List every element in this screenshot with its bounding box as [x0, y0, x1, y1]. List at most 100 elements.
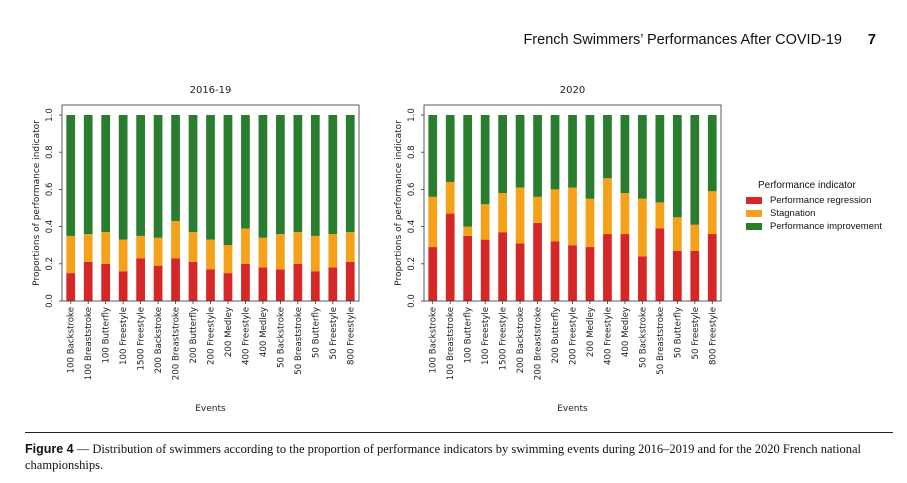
bar-segment — [258, 267, 268, 301]
bar-segment — [223, 115, 233, 246]
bar-segment — [620, 234, 630, 301]
bar-segment — [463, 235, 473, 301]
bar-segment — [445, 181, 455, 214]
bar-segment — [188, 115, 198, 233]
x-axis-label: Events — [195, 404, 226, 414]
legend-swatch-improvement — [746, 223, 762, 230]
bar-segment — [638, 198, 647, 257]
bar-segment — [707, 234, 717, 301]
x-tick-label: 800 Freestyle — [708, 307, 718, 365]
y-axis-label: Proportions of performance indicator — [394, 120, 404, 286]
running-title: French Swimmers’ Performances After COVI… — [523, 32, 842, 48]
x-tick-label: 200 Backstroke — [154, 307, 164, 373]
bar-segment — [276, 269, 285, 301]
bar-segment — [515, 243, 525, 301]
x-tick-label: 50 Backstroke — [276, 307, 286, 368]
x-tick-label: 50 Freestyle — [691, 307, 701, 360]
y-tick-label: 0.8 — [45, 145, 55, 159]
y-tick-label: 0.2 — [407, 257, 417, 271]
bar-segment — [101, 232, 111, 264]
caption-text: Distribution of swimmers according to th… — [25, 442, 861, 472]
bar-segment — [498, 232, 507, 301]
caption-label: Figure 4 — [25, 442, 74, 456]
bar-segment — [672, 250, 682, 301]
bar-segment — [480, 115, 490, 205]
bar-segment — [118, 239, 128, 272]
legend-swatch-regression — [746, 197, 762, 204]
bar-segment — [66, 235, 76, 274]
figure-charts: 2016-19 100 Backstroke 100 Breaststroke 100… — [32, 85, 722, 414]
bar-segment — [153, 265, 163, 301]
bar-segment — [655, 202, 665, 229]
bar-segment — [66, 273, 76, 301]
chart-title: 2016-19 — [190, 85, 232, 96]
bar-segment — [690, 224, 700, 251]
x-tick-label: 50 Backstroke — [638, 307, 648, 368]
bar-segment — [293, 115, 303, 233]
bar-segment — [533, 222, 542, 301]
x-tick-label: 200 Freestyle — [569, 307, 579, 365]
x-tick-label: 400 Freestyle — [241, 307, 251, 365]
legend-item-regression: Performance regression — [746, 194, 903, 207]
x-tick-label: 200 Medley — [224, 307, 234, 357]
x-tick-label: 1500 Freestyle — [499, 307, 509, 370]
bar-segment — [345, 232, 355, 262]
bar-segment — [603, 178, 612, 235]
plot-frame — [61, 104, 360, 302]
x-axis-label: Events — [557, 404, 588, 414]
bar-segment — [603, 234, 612, 301]
bar-segment — [515, 187, 525, 244]
x-tick-label: 100 Freestyle — [119, 307, 129, 365]
bar-segment — [655, 115, 665, 203]
x-tick-label: 100 Breaststroke — [446, 307, 456, 380]
x-tick-label: 50 Breaststroke — [656, 307, 666, 375]
x-tick-label: 50 Butterfly — [311, 307, 321, 358]
x-tick-label: 100 Breaststroke — [84, 307, 94, 380]
bar-segment — [620, 193, 630, 235]
y-tick-label: 0.0 — [45, 294, 55, 308]
bar-segment — [258, 115, 268, 238]
bar-segment — [345, 115, 355, 233]
y-tick-label: 0.6 — [407, 183, 417, 197]
bar-segment — [638, 256, 647, 301]
bar-segment — [550, 189, 560, 242]
x-tick-label: 1500 Freestyle — [137, 307, 147, 370]
y-tick-label: 0.8 — [407, 145, 417, 159]
bar-segment — [690, 250, 700, 301]
bar-segment — [690, 115, 700, 225]
x-tick-label: 200 Backstroke — [516, 307, 526, 373]
legend-label-improvement: Performance improvement — [770, 221, 882, 232]
bar-segment — [445, 115, 455, 182]
bar-segment — [328, 267, 338, 301]
bar-segment — [206, 269, 215, 301]
y-tick-label: 0.6 — [45, 183, 55, 197]
page-number: 7 — [867, 32, 876, 48]
bar-segment — [276, 234, 285, 270]
legend-swatch-stagnation — [746, 210, 762, 217]
bar-segment — [276, 115, 285, 235]
x-tick-label: 200 Breaststroke — [172, 307, 182, 380]
legend-title: Performance indicator — [758, 180, 856, 191]
bar-segment — [428, 196, 438, 248]
bar-segment — [585, 198, 595, 248]
x-tick-label: 200 Butterfly — [189, 307, 199, 364]
bar-segment — [445, 213, 455, 301]
bar-segment — [171, 221, 180, 259]
bar-segment — [310, 271, 320, 301]
legend-item-stagnation: Stagnation — [746, 207, 903, 220]
bar-segment — [550, 115, 560, 190]
bar-segment — [118, 271, 128, 301]
bar-segment — [241, 115, 250, 229]
legend-item-improvement: Performance improvement — [746, 220, 903, 233]
x-tick-label: 100 Butterfly — [464, 307, 474, 364]
y-tick-label: 1.0 — [407, 108, 417, 122]
bar-segment — [136, 258, 145, 301]
x-tick-label: 100 Backstroke — [67, 307, 77, 373]
bar-segment — [585, 115, 595, 199]
bar-segment — [655, 228, 665, 301]
bar-segment — [568, 187, 577, 246]
bar-segment — [118, 115, 128, 240]
y-tick-label: 0.4 — [45, 220, 55, 234]
bar-segment — [672, 217, 682, 251]
x-tick-label: 50 Freestyle — [329, 307, 339, 360]
